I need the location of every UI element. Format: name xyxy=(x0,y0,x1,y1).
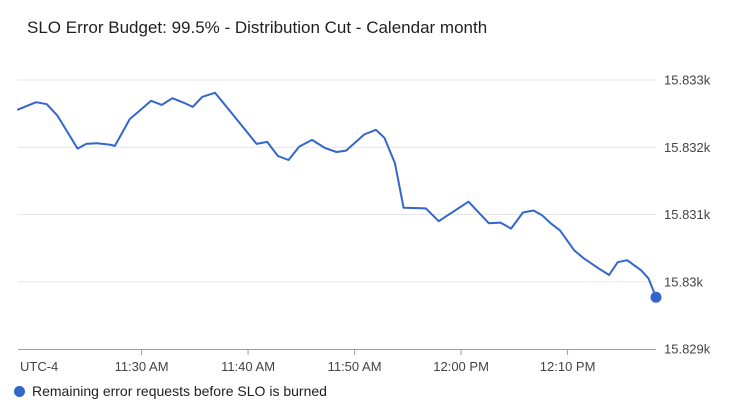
legend-item[interactable]: Remaining error requests before SLO is b… xyxy=(14,383,327,399)
y-axis-label: 15.83k xyxy=(664,274,704,289)
chart-title: SLO Error Budget: 99.5% - Distribution C… xyxy=(27,18,488,37)
legend-series-label: Remaining error requests before SLO is b… xyxy=(32,383,327,399)
series-endpoint-dot[interactable] xyxy=(650,291,662,303)
y-axis-label: 15.829k xyxy=(664,342,711,357)
y-axis-label: 15.831k xyxy=(664,207,711,222)
x-axis-label: 11:30 AM xyxy=(115,359,169,374)
legend-series-marker-circle-icon xyxy=(14,385,25,397)
x-axis-label: 12:10 PM xyxy=(540,359,596,374)
x-axis-label: 12:00 PM xyxy=(433,359,489,374)
series-line[interactable] xyxy=(17,91,657,299)
y-axis-label: 15.832k xyxy=(664,140,711,155)
x-axis-label: 11:40 AM xyxy=(221,359,275,374)
x-axis-utc-label: UTC-4 xyxy=(20,359,58,374)
x-axis-label: 11:50 AM xyxy=(328,359,382,374)
y-axis-label: 15.833k xyxy=(664,73,711,88)
